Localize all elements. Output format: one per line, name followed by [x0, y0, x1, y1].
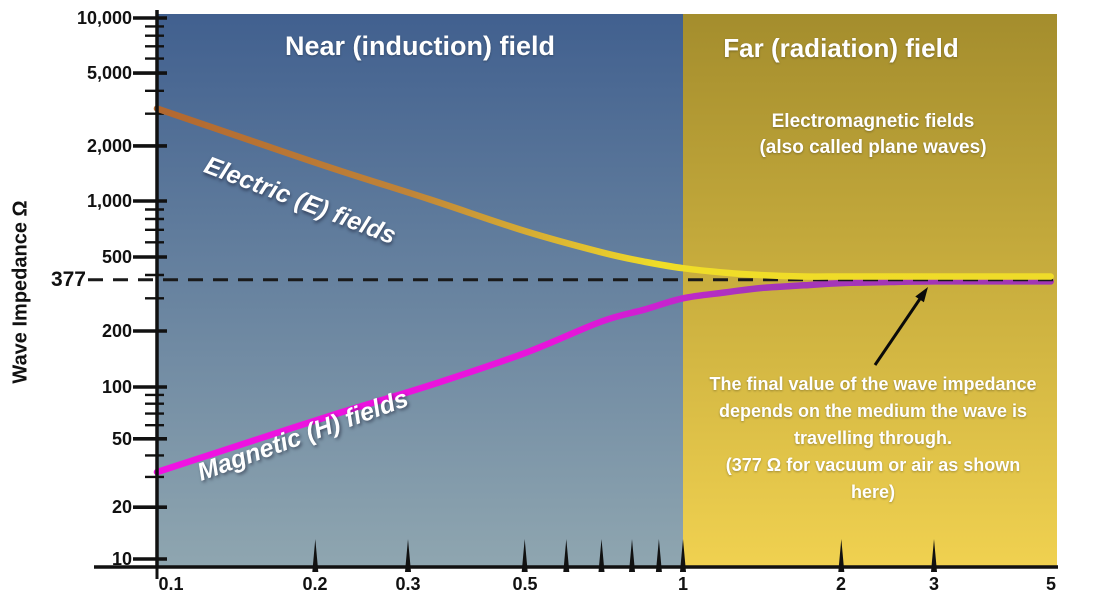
- em-note-line-1: Electromagnetic fields: [771, 111, 975, 132]
- x-tick-spike: [680, 539, 686, 572]
- x-tick-spike: [931, 539, 937, 572]
- annotation-line-4: (377 Ω for vacuum or air as shown: [725, 455, 1021, 475]
- reference-377-label: 377: [50, 268, 86, 291]
- y-tick-label: 20: [111, 497, 132, 517]
- x-tick-label: 2: [835, 574, 846, 594]
- electric-field-curve: [153, 105, 1054, 280]
- y-tick-label: 500: [101, 247, 132, 267]
- impedance-annotation: The final value of the wave impedance de…: [709, 371, 1036, 506]
- x-tick-label: 0.3: [395, 574, 421, 594]
- annotation-arrow-shaft: [873, 296, 923, 366]
- annotation-line-3: travelling through.: [793, 428, 952, 448]
- y-tick-label: 5,000: [86, 63, 132, 83]
- far-field-title: Far (radiation) field: [723, 33, 959, 63]
- y-tick-label: 2,000: [86, 136, 132, 156]
- annotation-line-2: depends on the medium the wave is: [718, 401, 1028, 421]
- em-note-line-2: (also called plane waves): [759, 137, 987, 158]
- annotation-arrow-head: [915, 287, 928, 303]
- x-tick-spike: [838, 539, 845, 572]
- y-tick-label: 50: [111, 429, 132, 449]
- x-tick-spike: [563, 539, 570, 572]
- x-tick-label: 0.1: [158, 574, 184, 594]
- x-tick-spike: [629, 539, 635, 572]
- x-tick-label: 5: [1045, 574, 1056, 594]
- magnetic-field-curve: [153, 278, 1054, 476]
- x-tick-label: 0.5: [512, 574, 538, 594]
- near-field-title: Near (induction) field: [285, 31, 555, 61]
- y-tick-label: 200: [101, 321, 132, 341]
- y-tick-label: 10,000: [76, 8, 132, 28]
- x-tick-label: 0.2: [302, 574, 328, 594]
- annotation-line-5: here): [850, 482, 895, 502]
- y-tick-label: 1,000: [86, 191, 132, 211]
- y-tick-label: 10: [111, 549, 132, 569]
- x-tick-spike: [405, 539, 411, 572]
- x-tick-spike: [521, 539, 528, 572]
- annotation-line-1: The final value of the wave impedance: [709, 374, 1037, 394]
- x-tick-label: 1: [677, 574, 688, 594]
- y-tick-label: 100: [101, 377, 132, 397]
- x-tick-spike: [312, 539, 319, 572]
- electromagnetic-fields-note: Electromagnetic fields (also called plan…: [759, 109, 986, 161]
- x-tick-spike: [655, 539, 662, 572]
- x-tick-spike: [598, 539, 605, 572]
- x-tick-label: 3: [928, 574, 939, 594]
- near-field-region: [157, 14, 683, 567]
